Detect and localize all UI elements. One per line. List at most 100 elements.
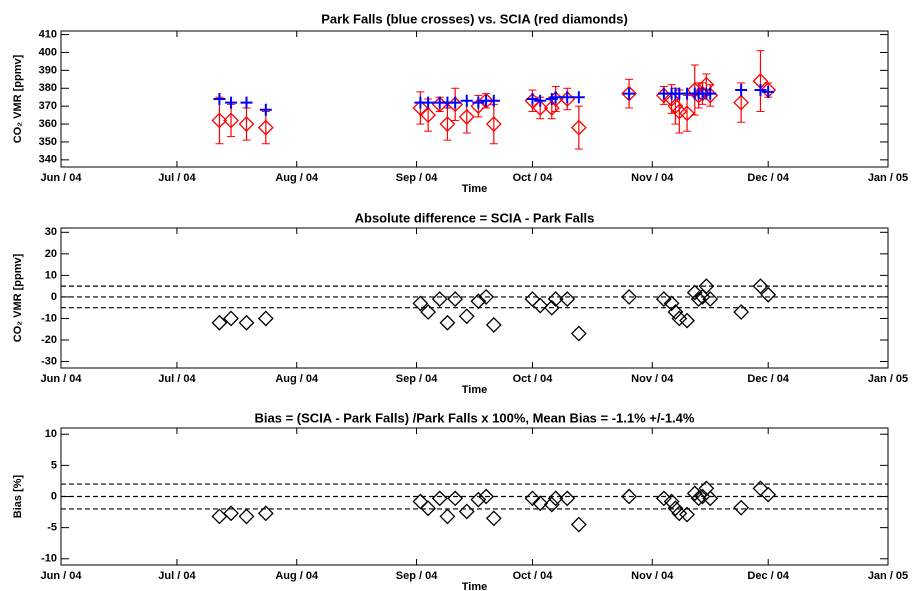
diamond-marker [478, 92, 495, 109]
diamond-marker [478, 289, 495, 305]
diamond-marker [470, 491, 487, 508]
cross-marker [487, 94, 500, 107]
y-tick-label: -10 [41, 553, 57, 565]
diamond-marker [223, 505, 239, 522]
x-tick-label: Sep / 04 [396, 373, 438, 385]
cross-marker [762, 85, 775, 98]
y-tick-label: 390 [39, 64, 57, 76]
cross-marker [259, 103, 272, 116]
diamond-marker [733, 304, 750, 320]
y-tick-label: -20 [41, 334, 57, 346]
diamond-marker [431, 490, 448, 507]
diamond-marker [431, 291, 448, 307]
cross-marker [735, 84, 748, 97]
diamond-marker [211, 314, 228, 331]
diamond-marker [532, 495, 549, 512]
diamond-marker [420, 500, 437, 517]
diamond-marker [412, 295, 429, 312]
y-tick-label: 360 [39, 118, 57, 130]
x-tick-label: Nov / 04 [631, 373, 674, 385]
diamond-marker [547, 490, 564, 507]
diamond-marker [698, 278, 715, 295]
diamond-marker [655, 490, 672, 507]
diamond-marker [760, 486, 777, 503]
x-tick-label: Dec / 04 [747, 570, 789, 582]
x-tick-label: Jun / 04 [41, 172, 83, 184]
cross-marker [213, 93, 226, 105]
diamond-marker [690, 490, 707, 507]
x-tick-label: Oct / 04 [513, 570, 554, 582]
diamond-marker [733, 94, 750, 111]
diamond-marker [223, 310, 239, 327]
x-tick-label: Nov / 04 [631, 172, 674, 184]
diamond-marker [570, 516, 587, 533]
cross-marker [460, 94, 473, 107]
diamond-marker [478, 488, 495, 505]
diamond-marker [663, 493, 680, 510]
y-tick-label: -10 [41, 312, 57, 324]
x-tick-label: Aug / 04 [275, 172, 319, 184]
diamond-marker [470, 293, 487, 310]
x-tick-label: Aug / 04 [275, 373, 319, 385]
diamond-marker [667, 304, 684, 320]
y-tick-label: 410 [39, 28, 57, 40]
x-axis-title: Time [462, 384, 487, 396]
diamond-marker [458, 503, 475, 520]
diamond-marker [257, 310, 274, 327]
diamond-marker [211, 112, 228, 129]
x-tick-label: Jul / 04 [158, 172, 196, 184]
y-axis-title: Bias [%] [12, 474, 24, 518]
diamond-marker [690, 291, 707, 307]
diamond-marker [559, 490, 576, 507]
panel-title: Park Falls (blue crosses) vs. SCIA (red … [321, 11, 628, 26]
x-tick-label: Jan / 05 [868, 373, 908, 385]
diamond-marker [679, 312, 695, 329]
diamond-marker [547, 291, 564, 307]
y-tick-label: 380 [39, 82, 57, 94]
cross-marker [225, 96, 238, 109]
diamond-marker [485, 510, 502, 527]
x-tick-label: Jun / 04 [41, 570, 83, 582]
diamond-marker [621, 289, 637, 305]
diamond-marker [686, 284, 703, 301]
y-axis-title: CO₂ VMR [ppmv] [12, 54, 24, 143]
diamond-marker [543, 496, 560, 513]
diamond-marker [667, 500, 684, 517]
diamond-marker [524, 490, 541, 507]
diamond-marker [238, 314, 255, 331]
x-tick-label: Oct / 04 [513, 373, 554, 385]
diamond-marker [238, 116, 255, 132]
diamond-marker [238, 508, 255, 525]
panel-title: Absolute difference = SCIA - Park Falls [355, 210, 595, 225]
cross-marker [526, 93, 539, 105]
y-tick-label: 5 [51, 459, 57, 471]
cross-marker [623, 87, 636, 100]
cross-marker [534, 94, 547, 107]
cross-marker [472, 96, 485, 109]
diamond-marker [485, 116, 502, 132]
x-tick-label: Jan / 05 [868, 570, 908, 582]
diamond-marker [655, 291, 672, 307]
diamond-marker [485, 317, 502, 333]
y-tick-label: 340 [39, 154, 57, 166]
diamond-marker [447, 291, 464, 307]
y-tick-label: 0 [51, 291, 57, 303]
diamond-marker [211, 508, 228, 525]
cross-marker [549, 91, 562, 104]
x-tick-label: Aug / 04 [275, 570, 319, 582]
diamond-marker [458, 308, 475, 325]
diamond-marker [559, 291, 576, 307]
x-tick-label: Sep / 04 [396, 570, 438, 582]
y-tick-label: 30 [45, 226, 57, 238]
diamond-marker [532, 100, 549, 116]
diamond-marker [420, 304, 437, 320]
diamond-marker [621, 85, 637, 102]
diamond-marker [621, 488, 637, 505]
x-tick-label: Jun / 04 [41, 373, 83, 385]
plot-frame [60, 30, 889, 168]
y-tick-label: -30 [41, 355, 57, 367]
y-tick-label: 10 [45, 428, 57, 440]
diamond-marker [257, 119, 274, 136]
cross-marker [704, 87, 717, 100]
